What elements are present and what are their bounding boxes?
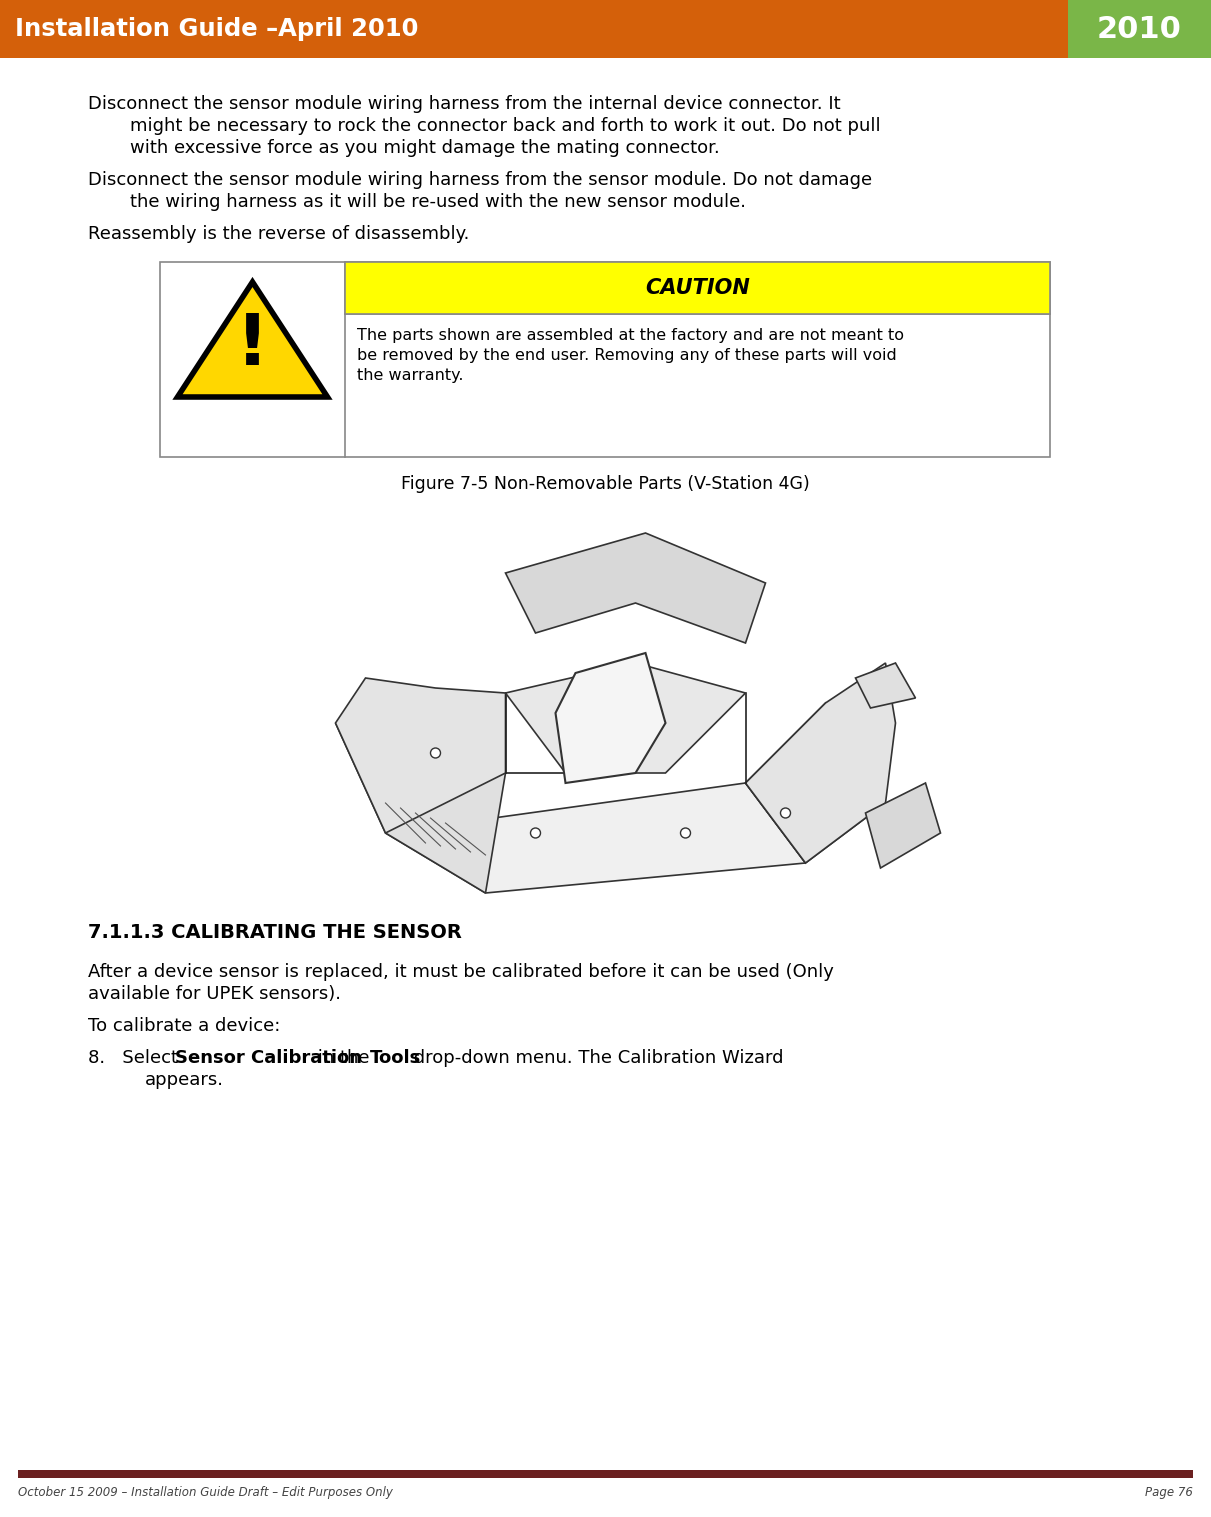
Text: be removed by the end user. Removing any of these parts will void: be removed by the end user. Removing any… — [357, 347, 897, 363]
Text: To calibrate a device:: To calibrate a device: — [88, 1016, 281, 1035]
Text: 2010: 2010 — [1097, 15, 1182, 44]
Polygon shape — [866, 783, 941, 868]
Text: 8.   Select: 8. Select — [88, 1048, 184, 1066]
Text: The parts shown are assembled at the factory and are not meant to: The parts shown are assembled at the fac… — [357, 328, 903, 343]
Text: drop-down menu. The Calibration Wizard: drop-down menu. The Calibration Wizard — [408, 1048, 784, 1066]
Text: Disconnect the sensor module wiring harness from the internal device connector. : Disconnect the sensor module wiring harn… — [88, 96, 840, 112]
Text: the wiring harness as it will be re-used with the new sensor module.: the wiring harness as it will be re-used… — [130, 193, 746, 211]
Text: After a device sensor is replaced, it must be calibrated before it can be used (: After a device sensor is replaced, it mu… — [88, 963, 834, 981]
Polygon shape — [335, 724, 505, 894]
Polygon shape — [556, 652, 666, 783]
Text: in the: in the — [311, 1048, 375, 1066]
Circle shape — [530, 828, 540, 837]
Text: with excessive force as you might damage the mating connector.: with excessive force as you might damage… — [130, 140, 719, 156]
Bar — [1068, 0, 1211, 58]
Polygon shape — [855, 663, 916, 708]
Text: Reassembly is the reverse of disassembly.: Reassembly is the reverse of disassembly… — [88, 225, 470, 243]
Text: the warranty.: the warranty. — [357, 369, 464, 382]
Polygon shape — [746, 663, 895, 863]
Text: appears.: appears. — [145, 1071, 224, 1089]
Text: Disconnect the sensor module wiring harness from the sensor module. Do not damag: Disconnect the sensor module wiring harn… — [88, 171, 872, 190]
Polygon shape — [505, 532, 765, 643]
Polygon shape — [746, 702, 885, 863]
Circle shape — [681, 828, 690, 837]
Text: Figure 7-5 Non-Removable Parts (V-Station 4G): Figure 7-5 Non-Removable Parts (V-Statio… — [401, 475, 810, 493]
Text: might be necessary to rock the connector back and forth to work it out. Do not p: might be necessary to rock the connector… — [130, 117, 880, 135]
Text: Page 76: Page 76 — [1146, 1487, 1193, 1499]
Polygon shape — [505, 663, 746, 774]
Bar — [160, 262, 1050, 457]
Bar — [18, 1470, 1193, 1478]
Bar — [345, 262, 1050, 314]
Text: Tools: Tools — [369, 1048, 421, 1066]
Circle shape — [430, 748, 441, 758]
Text: Sensor Calibration: Sensor Calibration — [176, 1048, 362, 1066]
Text: 7.1.1.3 CALIBRATING THE SENSOR: 7.1.1.3 CALIBRATING THE SENSOR — [88, 922, 461, 942]
Text: !: ! — [236, 311, 269, 379]
Text: October 15 2009 – Installation Guide Draft – Edit Purposes Only: October 15 2009 – Installation Guide Dra… — [18, 1487, 392, 1499]
Polygon shape — [385, 783, 805, 894]
Circle shape — [781, 809, 791, 818]
Polygon shape — [178, 282, 327, 397]
Bar — [0, 0, 1211, 58]
Polygon shape — [335, 678, 505, 833]
Text: Installation Guide –April 2010: Installation Guide –April 2010 — [15, 17, 418, 41]
Text: CAUTION: CAUTION — [645, 278, 750, 297]
Text: available for UPEK sensors).: available for UPEK sensors). — [88, 985, 342, 1003]
